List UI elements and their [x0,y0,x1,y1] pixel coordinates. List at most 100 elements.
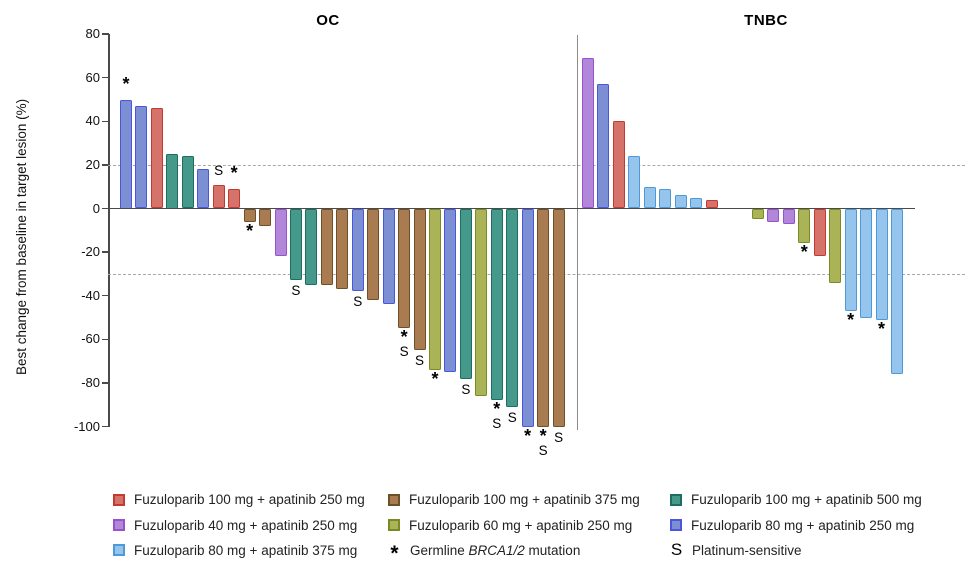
bar [382,208,395,305]
bar [829,208,842,283]
reference-line [108,164,965,166]
bar [289,208,302,281]
y-tick-label: 60 [85,69,100,85]
y-tick-label: 20 [85,156,100,172]
platinum-sensitive-marker: S [554,429,564,445]
bar [351,208,364,292]
bar [582,58,594,209]
y-tick-mark [102,164,109,166]
y-tick-label: -80 [81,374,100,390]
germline-brca-marker: * [246,220,254,241]
panel-title-oc: OC [316,12,340,29]
platinum-sensitive-marker: S [538,442,548,458]
bar [475,208,488,396]
germline-brca-marker: * [122,73,130,94]
bar-annotation: S [461,382,470,397]
bar-annotation: * [800,242,808,263]
bar [659,188,672,209]
legend-label: Fuzuloparib 100 mg + apatinib 250 mg [134,492,365,508]
zero-baseline [108,207,915,210]
legend-label: Platinum-sensitive [692,542,802,558]
platinum-sensitive-icon: S [670,540,683,560]
bar [860,208,873,318]
y-tick-mark [102,120,109,123]
asterisk-icon: * [390,542,399,566]
bar [135,106,148,209]
legend-label-part: Germline [410,542,469,558]
bar [844,208,857,311]
germline-brca-marker: * [524,425,532,446]
platinum-sensitive-marker: S [507,409,517,425]
legend-label: Fuzuloparib 80 mg + apatinib 375 mg [134,542,358,558]
bar-annotation: * [878,320,885,338]
legend-swatch-brown [388,493,400,506]
y-tick-mark [102,33,109,35]
germline-brca-marker: * [230,162,238,183]
legend-item: * Germline BRCA1/2 mutation [388,538,640,566]
germline-brca-marker: * [400,327,408,348]
legend-label: Fuzuloparib 60 mg + apatinib 250 mg [409,517,633,533]
bar-annotation: * [246,220,254,241]
platinum-sensitive-marker: S [415,353,425,369]
bar-annotation: * [230,162,238,183]
legend-item: Fuzuloparib 100 mg + apatinib 500 mg [670,487,922,512]
bar [674,195,687,209]
legend-label-part: mutation [524,542,581,558]
germline-brca-marker: * [847,309,855,330]
legend-swatch-purple [113,519,125,532]
legend-label-part: BRCA1/2 [468,542,525,558]
bar-annotation: * S [538,427,548,458]
bar [751,208,764,220]
bar-annotation: S [291,283,300,298]
y-tick-label: -100 [73,418,100,434]
platinum-sensitive-marker: S [399,344,409,360]
legend-swatch-indigo [670,519,682,532]
legend-label: Germline BRCA1/2 mutation [410,543,580,558]
reference-line [108,273,965,275]
bar [336,208,349,290]
bar [552,208,565,427]
germline-brca-marker: * [800,242,808,263]
bar-annotation: * S [399,327,409,360]
bar [782,208,795,224]
bar [320,208,333,285]
bar [120,99,132,209]
platinum-sensitive-marker: S [214,162,224,178]
y-tick-mark [102,382,109,384]
platinum-sensitive-marker: S [353,294,363,310]
bar-annotation: S [554,430,563,445]
y-tick-mark [102,76,109,79]
y-tick-label: 0 [92,200,100,216]
bar-annotation: * [847,309,855,330]
legend-item: Fuzuloparib 100 mg + apatinib 250 mg [113,487,365,512]
platinum-sensitive-marker: S [291,283,301,299]
bar-annotation: * [524,425,532,446]
bar-annotation: S [353,294,362,309]
bar [597,84,610,209]
legend-label: Fuzuloparib 100 mg + apatinib 375 mg [409,492,640,508]
y-axis-line [108,34,110,427]
germline-brca-marker: * [493,399,501,420]
bar [490,208,503,401]
platinum-sensitive-marker: S [461,381,471,397]
bar [444,208,457,372]
bar [166,154,179,209]
bar [891,208,903,375]
bar [612,121,625,209]
bar [212,184,225,209]
bar-annotation: S [415,353,424,368]
bar [228,188,241,209]
bar [767,208,780,222]
bar [459,208,472,379]
bar [259,208,272,226]
legend-label: Fuzuloparib 100 mg + apatinib 500 mg [691,492,922,508]
bar [305,208,318,285]
bar [181,156,194,209]
y-tick-label: 40 [85,113,100,129]
panel-divider [577,35,579,430]
bar [367,208,380,301]
panel-title-tnbc: TNBC [744,12,788,29]
bar [537,208,550,427]
legend-swatch-teal [670,493,682,506]
y-tick-label: -40 [81,287,100,303]
